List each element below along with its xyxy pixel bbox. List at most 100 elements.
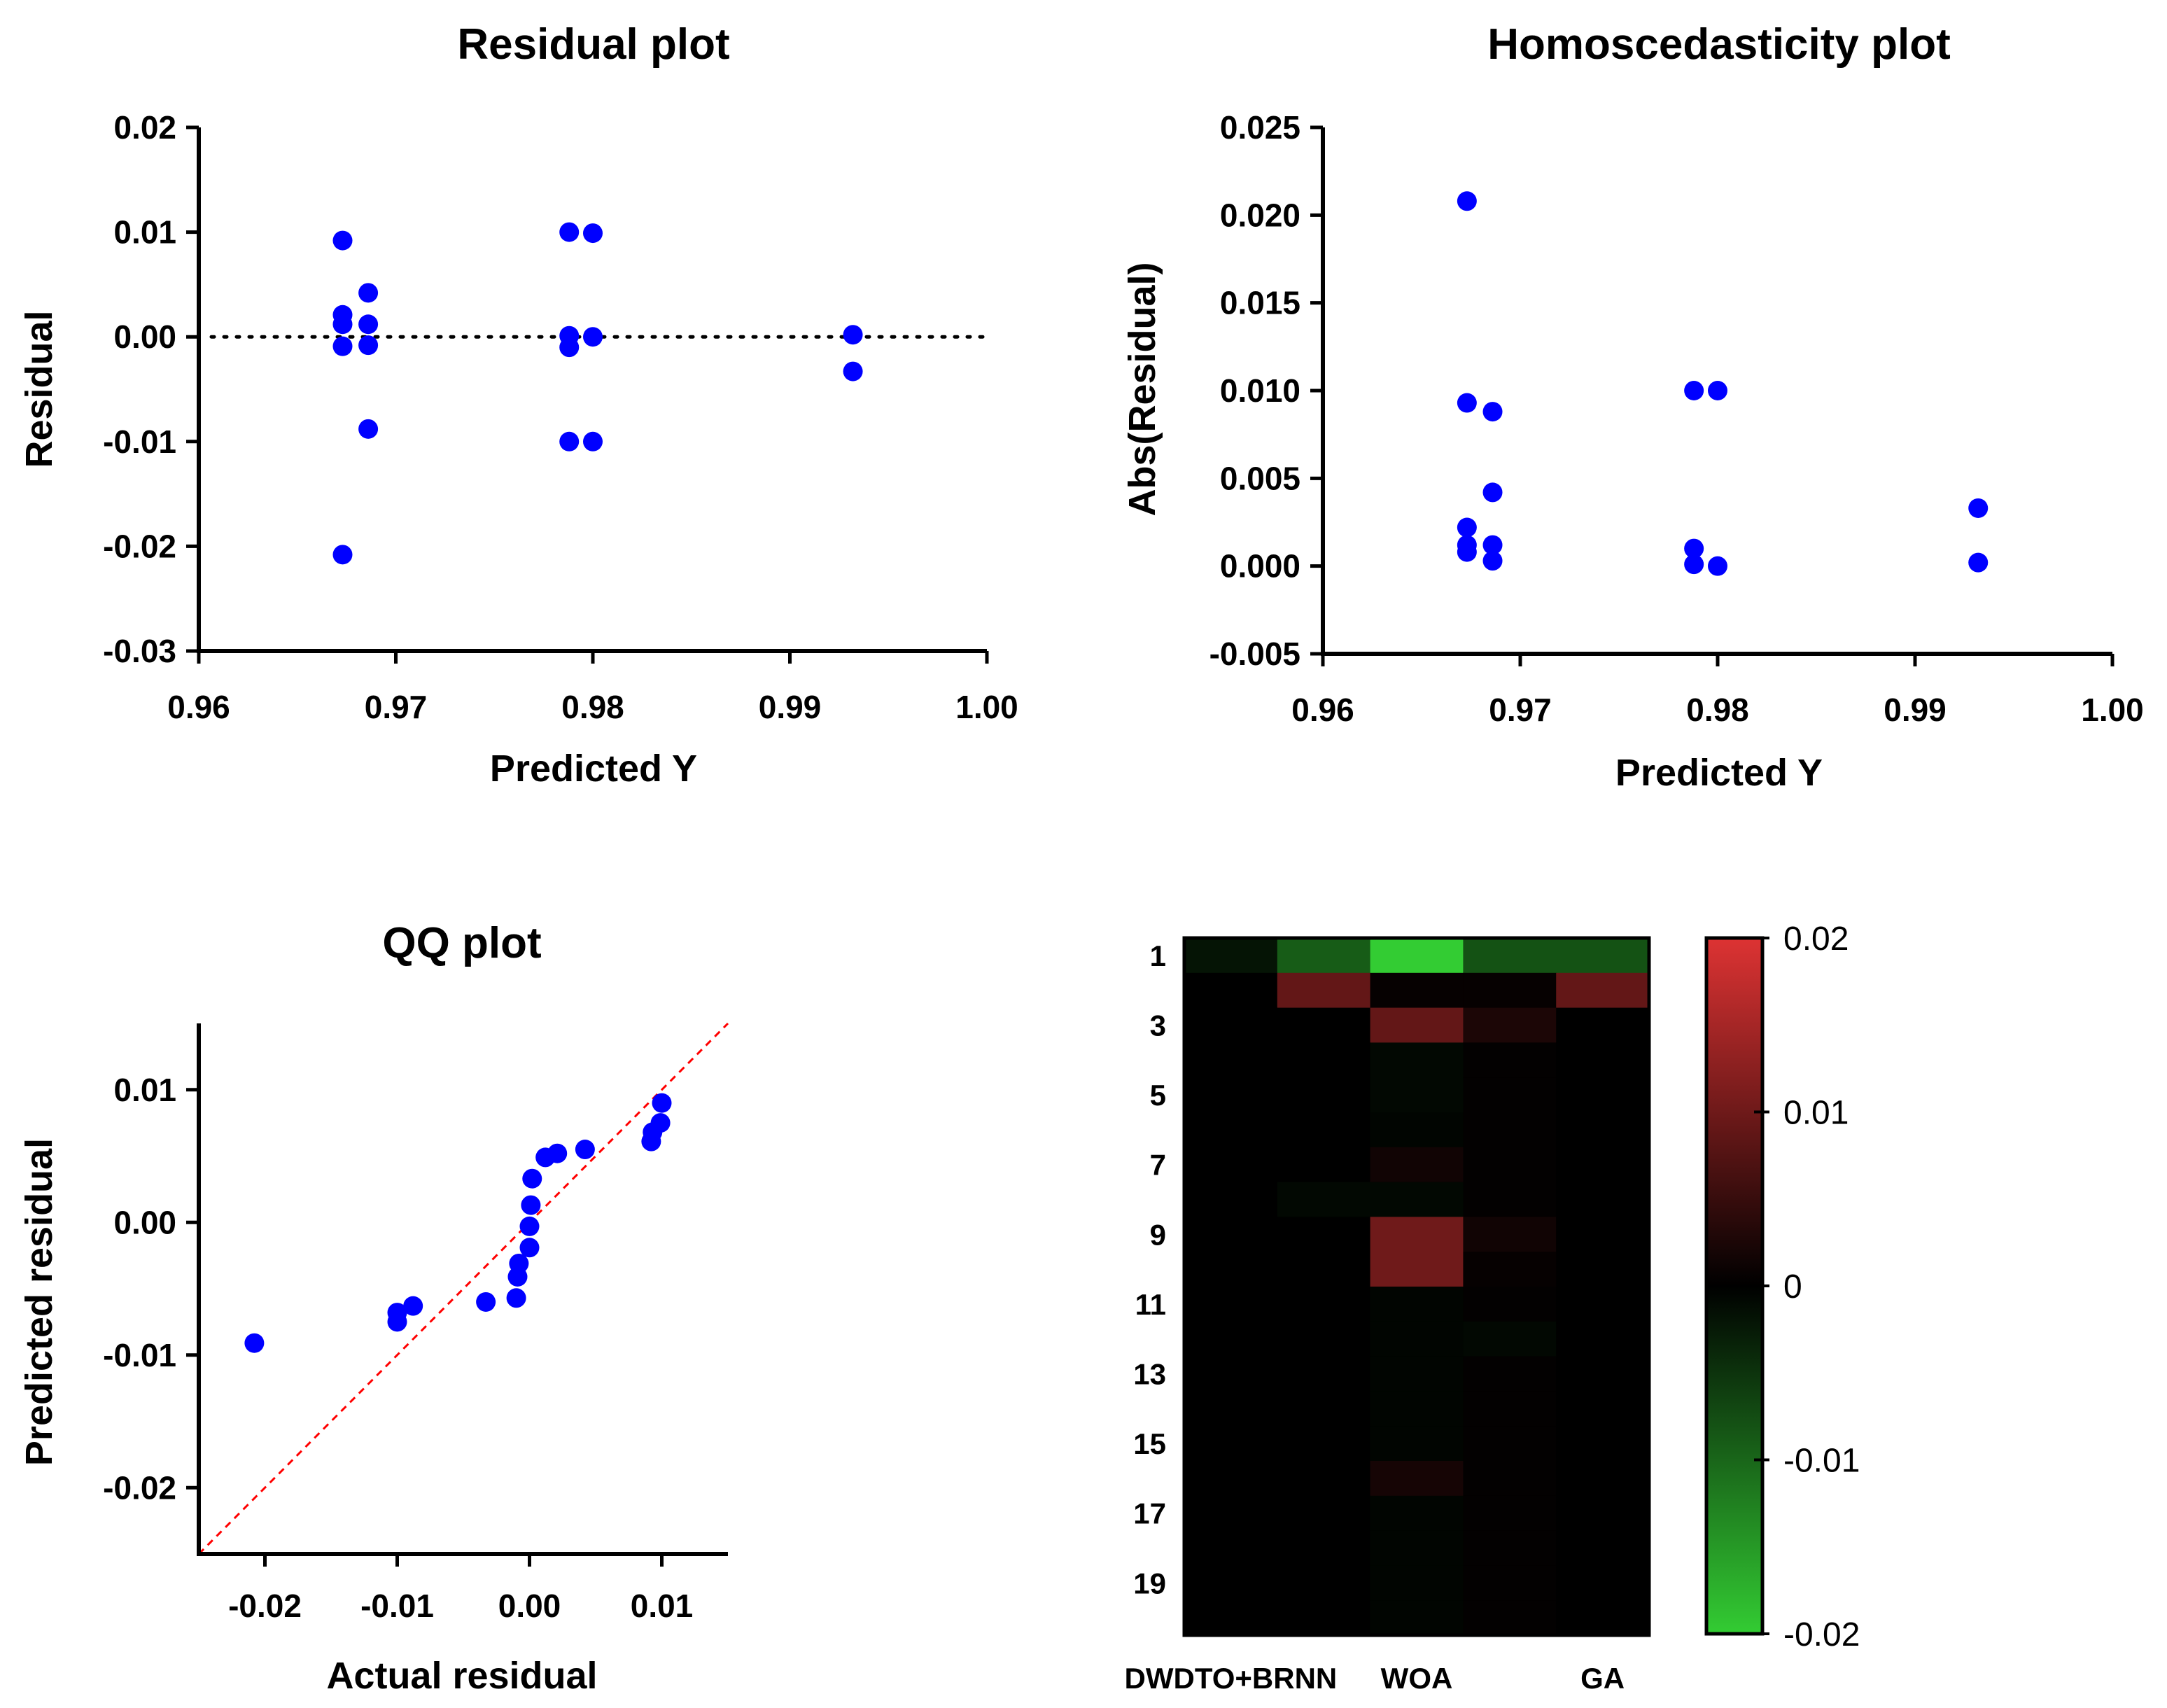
heatmap-cell xyxy=(1463,1077,1557,1113)
heatmap-cell xyxy=(1556,1112,1650,1148)
qq-plot-panel: QQ plot Predicted residual Actual residu… xyxy=(18,919,729,1697)
homoscedasticity-plot-ticks: 0.96 0.97 0.98 0.99 1.00 -0.005 0.000 0.005 0.01… xyxy=(1209,109,2144,728)
heatmap-cell xyxy=(1463,1356,1557,1392)
homoscedasticity-data-point xyxy=(1482,551,1503,571)
residual-data-point xyxy=(583,431,603,451)
heatmap-cell xyxy=(1463,972,1557,1009)
y-tick-label: 0.000 xyxy=(1220,548,1300,584)
homoscedasticity-data-point xyxy=(1457,517,1477,538)
heatmap-cell xyxy=(1277,1495,1371,1532)
homoscedasticity-data-point xyxy=(1968,552,1989,573)
qq-plot-x-label: Actual residual xyxy=(326,1655,597,1697)
x-tick-label: 0.99 xyxy=(759,689,822,725)
heatmap-cell xyxy=(1277,1391,1371,1427)
heatmap-cell xyxy=(1277,1600,1371,1636)
y-tick-label: 0.01 xyxy=(113,214,176,251)
heatmap-cell xyxy=(1370,1252,1464,1287)
heatmap-cell xyxy=(1463,1321,1557,1357)
y-tick-label: 0.020 xyxy=(1220,197,1300,233)
residual-plot-panel: Residual plot Residual Predicted Y 0.96 0… xyxy=(18,20,1018,790)
heatmap-row-label: 13 xyxy=(1133,1358,1166,1391)
heatmap-cell xyxy=(1463,1391,1557,1427)
heatmap-cell xyxy=(1556,1182,1650,1217)
heatmap-cells xyxy=(1184,938,1650,1636)
y-tick-label: 0.00 xyxy=(113,318,176,355)
heatmap-cell xyxy=(1463,1565,1557,1601)
heatmap-cell xyxy=(1277,1007,1371,1043)
heatmap-row-label: 15 xyxy=(1133,1427,1166,1460)
heatmap-cell xyxy=(1556,1252,1650,1287)
heatmap-cell xyxy=(1370,972,1464,1009)
heatmap-cell xyxy=(1370,1565,1464,1601)
heatmap-cell xyxy=(1277,1252,1371,1287)
qq-data-point xyxy=(403,1296,423,1316)
heatmap-cell xyxy=(1184,1461,1278,1497)
heatmap-cell xyxy=(1370,938,1464,974)
heatmap-row-label: 3 xyxy=(1150,1009,1166,1042)
heatmap-cell xyxy=(1463,1182,1557,1217)
heatmap-cell xyxy=(1277,938,1371,974)
heatmap-column-label: GA xyxy=(1580,1662,1625,1695)
heatmap-cell xyxy=(1370,1042,1464,1078)
residual-data-point xyxy=(559,222,580,242)
y-tick-label: -0.01 xyxy=(103,424,176,460)
heatmap-cell xyxy=(1184,1391,1278,1427)
y-tick-label: -0.005 xyxy=(1209,636,1300,672)
homoscedasticity-plot-panel: Homoscedasticity plot Abs(Residual) Pred… xyxy=(1121,20,2144,794)
qq-data-point xyxy=(575,1140,595,1160)
colorbar-tick-label: 0.01 xyxy=(1783,1095,1849,1132)
qq-data-point xyxy=(522,1168,542,1189)
x-tick-label: 0.00 xyxy=(498,1588,561,1624)
residual-data-point xyxy=(358,419,379,439)
heatmap-cell xyxy=(1184,1252,1278,1287)
homoscedasticity-data-point xyxy=(1684,554,1704,575)
qq-data-point xyxy=(509,1253,529,1273)
heatmap-cell xyxy=(1463,1426,1557,1462)
heatmap-cell xyxy=(1463,938,1557,974)
heatmap-cell xyxy=(1556,1321,1650,1357)
residual-data-point xyxy=(559,337,580,358)
x-tick-label: 0.96 xyxy=(167,689,230,725)
x-tick-label: 0.01 xyxy=(631,1588,694,1624)
heatmap-cell xyxy=(1277,1565,1371,1601)
residual-data-point xyxy=(583,327,603,347)
heatmap-cell xyxy=(1184,1565,1278,1601)
qq-plot-y-label: Predicted residual xyxy=(18,1138,60,1466)
y-tick-label: -0.01 xyxy=(103,1337,176,1373)
heatmap-cell xyxy=(1277,1147,1371,1183)
y-tick-label: 0.010 xyxy=(1220,372,1300,409)
qq-data-point xyxy=(387,1303,407,1323)
homoscedasticity-data-point xyxy=(1457,191,1477,211)
heatmap-cell xyxy=(1556,1426,1650,1462)
heatmap-cell xyxy=(1184,1042,1278,1078)
heatmap-cell xyxy=(1184,1495,1278,1532)
heatmap-cell xyxy=(1463,1600,1557,1636)
x-tick-label: 1.00 xyxy=(955,689,1018,725)
residual-plot-y-label: Residual xyxy=(18,310,60,468)
heatmap-cell xyxy=(1277,1461,1371,1497)
heatmap-border xyxy=(1182,936,1651,1637)
heatmap-cell xyxy=(1556,1461,1650,1497)
heatmap-cell xyxy=(1184,1356,1278,1392)
heatmap-cell xyxy=(1556,1565,1650,1601)
heatmap-row-label: 5 xyxy=(1150,1079,1166,1112)
residual-data-point xyxy=(358,335,379,356)
residual-data-point xyxy=(583,223,603,244)
homoscedasticity-data-point xyxy=(1968,498,1989,518)
heatmap-row-label: 11 xyxy=(1135,1288,1166,1321)
residual-data-point xyxy=(843,325,863,345)
heatmap-cell xyxy=(1277,1426,1371,1462)
heatmap-cell xyxy=(1370,1217,1464,1252)
heatmap-cell xyxy=(1277,1217,1371,1252)
heatmap-cell xyxy=(1463,1112,1557,1148)
heatmap-cell xyxy=(1370,1112,1464,1148)
x-tick-label: 0.97 xyxy=(365,689,428,725)
heatmap-cell xyxy=(1556,1287,1650,1322)
heatmap-cell xyxy=(1556,1391,1650,1427)
homoscedasticity-data-point xyxy=(1684,538,1704,559)
heatmap-cell xyxy=(1370,1495,1464,1532)
heatmap-cell xyxy=(1277,1112,1371,1148)
homoscedasticity-plot-axes xyxy=(1321,127,2112,656)
y-tick-label: 0.025 xyxy=(1220,109,1300,146)
x-tick-label: 0.98 xyxy=(561,689,624,725)
